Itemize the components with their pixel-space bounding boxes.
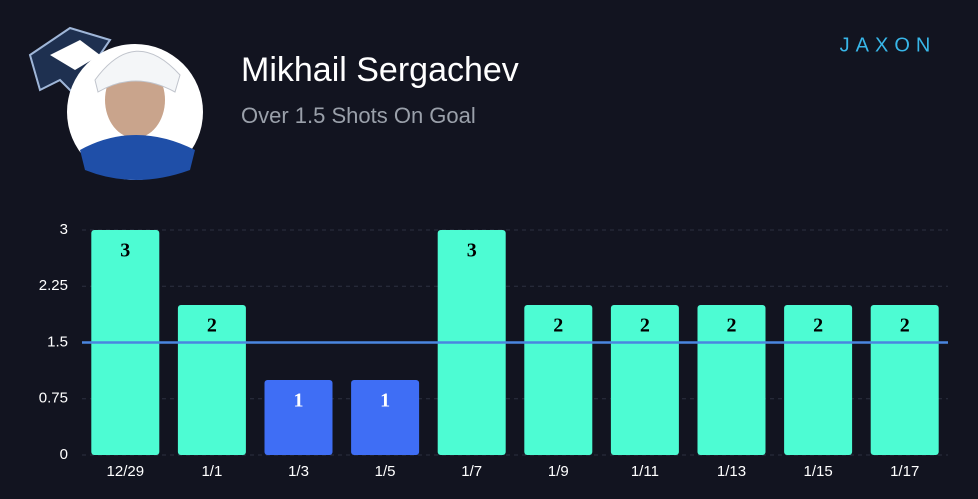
x-tick-label: 1/13 <box>717 463 746 480</box>
brand-logo: JAXON <box>840 34 937 56</box>
x-tick-label: 1/5 <box>375 463 396 480</box>
value-label: 2 <box>553 315 563 337</box>
x-tick-label: 1/17 <box>890 463 919 480</box>
x-tick-label: 1/3 <box>288 463 309 480</box>
y-tick-label: 3 <box>60 221 68 238</box>
value-label: 1 <box>294 390 304 412</box>
player-photo <box>67 44 203 180</box>
value-label: 2 <box>207 315 217 337</box>
x-tick-label: 12/29 <box>107 463 145 480</box>
value-label: 3 <box>467 240 477 262</box>
y-tick-label: 0 <box>60 446 68 463</box>
value-label: 2 <box>813 315 823 337</box>
x-tick-label: 1/11 <box>631 463 659 480</box>
value-label: 3 <box>120 240 130 262</box>
value-label: 1 <box>380 390 390 412</box>
y-tick-label: 1.5 <box>47 333 68 350</box>
bar <box>264 380 333 455</box>
y-tick-label: 2.25 <box>39 277 68 294</box>
chart-title: Mikhail Sergachev <box>241 51 519 89</box>
y-tick-label: 0.75 <box>39 390 68 407</box>
x-tick-label: 1/9 <box>548 463 569 480</box>
x-tick-label: 1/7 <box>461 463 482 480</box>
value-label: 2 <box>900 315 910 337</box>
x-tick-label: 1/1 <box>201 463 222 480</box>
bar <box>351 380 420 455</box>
x-tick-label: 1/15 <box>803 463 832 480</box>
value-label: 2 <box>640 315 650 337</box>
chart-subtitle: Over 1.5 Shots On Goal <box>241 103 476 128</box>
value-label: 2 <box>727 315 737 337</box>
